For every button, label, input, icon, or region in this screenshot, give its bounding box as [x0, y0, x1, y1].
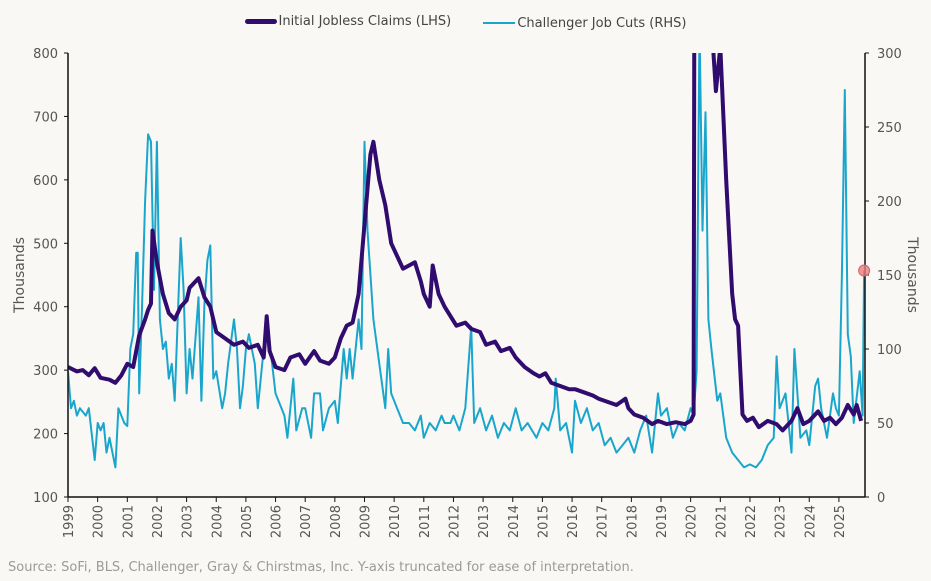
- x-tick-label: 2022: [744, 505, 759, 538]
- x-tick-label: 2013: [477, 505, 492, 538]
- y-left-tick-label: 600: [33, 174, 58, 189]
- x-tick-label: 2014: [507, 505, 522, 538]
- x-tick-label: 2012: [447, 505, 462, 538]
- legend-item-jobless-claims: Initial Jobless Claims (LHS): [244, 14, 452, 29]
- highlight-point: [858, 264, 871, 277]
- x-tick-label: 1999: [62, 505, 77, 538]
- y-left-tick-label: 800: [33, 47, 58, 62]
- y-left-tick-label: 400: [33, 301, 58, 316]
- x-tick-label: 2020: [685, 505, 700, 538]
- x-tick-label: 2008: [329, 505, 344, 538]
- x-tick-label: 2010: [388, 505, 403, 538]
- y-right-tick-label: 0: [877, 491, 885, 506]
- legend-swatch-jobless-claims: [244, 19, 277, 24]
- legend-swatch-job-cuts: [483, 22, 516, 24]
- y-right-tick-label: 50: [877, 417, 894, 432]
- x-tick-label: 2021: [714, 505, 729, 538]
- x-tick-label: 2007: [299, 505, 314, 538]
- x-tick-label: 2015: [536, 505, 551, 538]
- legend-label-job-cuts: Challenger Job Cuts (RHS): [517, 15, 687, 31]
- x-tick-label: 2019: [655, 505, 670, 538]
- x-tick-label: 2000: [92, 505, 107, 538]
- legend-item-job-cuts: Challenger Job Cuts (RHS): [483, 15, 687, 31]
- y-left-tick-label: 500: [33, 237, 58, 252]
- x-tick-label: 2006: [270, 505, 285, 538]
- x-tick-label: 2001: [121, 505, 136, 538]
- x-tick-label: 2025: [833, 505, 848, 538]
- y-right-tick-label: 150: [877, 269, 902, 284]
- x-tick-label: 2009: [359, 505, 374, 538]
- y-left-axis-title: Thousands: [12, 237, 28, 314]
- x-tick-label: 2011: [418, 505, 433, 538]
- y-right-tick-label: 300: [877, 47, 902, 62]
- series-line-job-cuts: [68, 53, 865, 469]
- x-tick-label: 2023: [774, 505, 789, 538]
- x-tick-label: 2017: [596, 505, 611, 538]
- y-right-tick-label: 100: [877, 343, 902, 358]
- y-left-tick-label: 100: [33, 491, 58, 506]
- y-left-tick-label: 300: [33, 364, 58, 379]
- y-right-tick-label: 250: [877, 121, 902, 136]
- y-right-tick-label: 200: [877, 195, 902, 210]
- y-left-tick-label: 200: [33, 428, 58, 443]
- x-tick-label: 2018: [625, 505, 640, 538]
- y-left-tick-label: 700: [33, 110, 58, 125]
- legend-label-jobless-claims: Initial Jobless Claims (LHS): [278, 14, 452, 29]
- x-tick-label: 2003: [181, 505, 196, 538]
- x-tick-label: 2002: [151, 505, 166, 538]
- source-note: Source: SoFi, BLS, Challenger, Gray & Ch…: [8, 560, 634, 575]
- x-tick-label: 2024: [803, 505, 818, 538]
- x-tick-label: 2016: [566, 505, 581, 538]
- x-tick-label: 2004: [210, 505, 225, 538]
- x-tick-label: 2005: [240, 505, 255, 538]
- y-right-axis-title: Thousands: [904, 236, 920, 313]
- series-line-jobless-claims: [68, 53, 864, 433]
- chart-legend: Initial Jobless Claims (LHS) Challenger …: [0, 13, 931, 31]
